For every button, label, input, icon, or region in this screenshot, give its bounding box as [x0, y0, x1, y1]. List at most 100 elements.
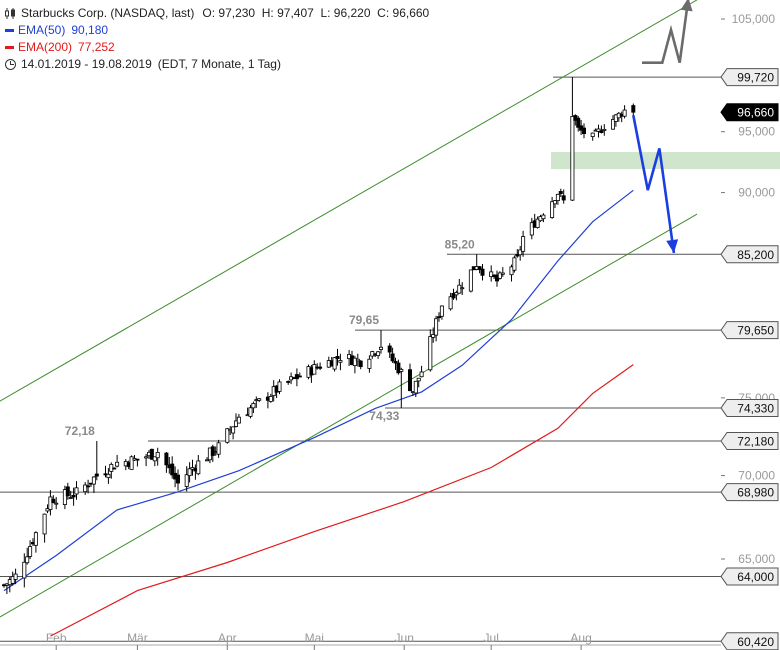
candle-body — [248, 407, 253, 417]
candle-body — [439, 305, 444, 317]
price-tag: 64,000 — [720, 567, 779, 586]
candle-body — [28, 546, 33, 557]
candle-body — [451, 293, 456, 299]
candle-body — [225, 428, 230, 443]
candle-body — [355, 358, 360, 362]
candle-body — [558, 191, 563, 194]
forecast-arrowhead-bearish — [666, 239, 679, 253]
x-tick-label: Aug — [570, 631, 591, 645]
legend-period-row: 14.01.2019 - 19.08.2019 (EDT, 7 Monate, … — [5, 56, 429, 73]
candle-body — [51, 498, 56, 503]
candle-body — [318, 366, 323, 369]
candle-body — [115, 461, 120, 467]
level-annotation: 85,20 — [445, 237, 475, 251]
price-tag-box — [720, 483, 779, 502]
candle-body — [477, 266, 482, 270]
candle-body — [251, 403, 256, 409]
price-tag-box — [720, 321, 779, 340]
candle-body — [277, 381, 282, 392]
price-tag-box — [720, 68, 779, 87]
candle-body — [352, 357, 357, 367]
candle-body — [170, 463, 175, 476]
y-tick-label: 70,000 — [738, 469, 775, 483]
clock-icon — [5, 59, 16, 70]
candle-body — [83, 484, 88, 493]
candle-body — [489, 271, 494, 278]
candle-body — [518, 249, 523, 256]
candle-body — [338, 360, 343, 363]
candle-body — [448, 296, 453, 310]
legend-ema50-value: 90,180 — [71, 23, 109, 37]
candlestick-icon — [5, 8, 16, 19]
candle-body — [175, 474, 180, 484]
y-tick-label: 105,000 — [732, 12, 776, 26]
y-tick-label: 90,000 — [738, 186, 775, 200]
candle-body — [358, 360, 363, 368]
price-tag-box — [720, 245, 779, 264]
legend-period: 14.01.2019 - 19.08.2019 — [21, 57, 152, 71]
candle-body — [184, 474, 189, 487]
candle-body — [149, 448, 154, 460]
candle-body — [512, 257, 517, 271]
candle-body — [480, 268, 485, 276]
candle-body — [22, 561, 27, 579]
candle-body — [399, 368, 404, 372]
price-tag-box — [720, 432, 779, 451]
candle-body — [91, 476, 96, 485]
candle-body — [48, 496, 53, 510]
x-tick-label: Mär — [127, 631, 148, 645]
series-ema50 — [3, 189, 634, 592]
candle-body — [233, 420, 238, 427]
candle-body — [521, 236, 526, 252]
candle-body — [94, 473, 99, 477]
price-tag: 85,200 — [720, 245, 779, 264]
candle-body — [33, 532, 38, 546]
candle-body — [457, 284, 462, 294]
candle-body — [428, 336, 433, 371]
legend-title: Starbucks Corp. (NASDAQ, last) — [21, 6, 195, 20]
candle-body — [297, 375, 302, 378]
forecast-arrowhead-bullish — [680, 0, 693, 12]
candle-body — [196, 460, 201, 475]
candle-body — [529, 222, 534, 236]
legend-ema50-label: EMA(50) — [18, 23, 66, 37]
candle-body — [204, 459, 209, 462]
price-tag-box — [720, 103, 779, 122]
forecast-path-bearish — [632, 114, 676, 254]
x-tick-label: Jun — [395, 631, 414, 645]
x-tick-label: Jul — [484, 631, 499, 645]
candle-body — [54, 502, 59, 505]
candle-body — [590, 132, 595, 137]
candle-body — [268, 396, 273, 402]
candle-body — [335, 356, 340, 360]
candle-body — [332, 357, 337, 370]
y-tick-label: 65,000 — [738, 552, 775, 566]
level-annotation: 79,65 — [349, 313, 379, 327]
trend-channel-upper — [0, 0, 698, 402]
candle-body — [555, 193, 560, 201]
candle-body — [68, 497, 73, 499]
candle-body — [62, 489, 67, 506]
x-tick-label: Apr — [218, 631, 237, 645]
price-tag-label: 85,200 — [737, 248, 774, 262]
resistance-zone — [551, 152, 780, 170]
legend-ema200-row: EMA(200) 77,252 — [5, 39, 429, 56]
level-annotation: 74,33 — [369, 409, 399, 423]
candle-body — [25, 556, 30, 564]
candle-body — [431, 334, 436, 338]
candle-body — [106, 473, 111, 479]
candle-body — [497, 272, 502, 279]
price-tag-label: 79,650 — [737, 324, 774, 338]
candle-body — [216, 442, 221, 455]
candle-body — [561, 195, 566, 201]
price-tag-label: 74,330 — [737, 401, 774, 415]
price-tag-label: 72,180 — [737, 435, 774, 449]
legend-title-row: Starbucks Corp. (NASDAQ, last) O: 97,230… — [5, 5, 429, 22]
price-tag-label: 64,000 — [737, 570, 774, 584]
candle-body — [135, 458, 140, 461]
series-ema200 — [50, 364, 634, 637]
candles — [2, 77, 636, 594]
candle-body — [407, 369, 412, 392]
